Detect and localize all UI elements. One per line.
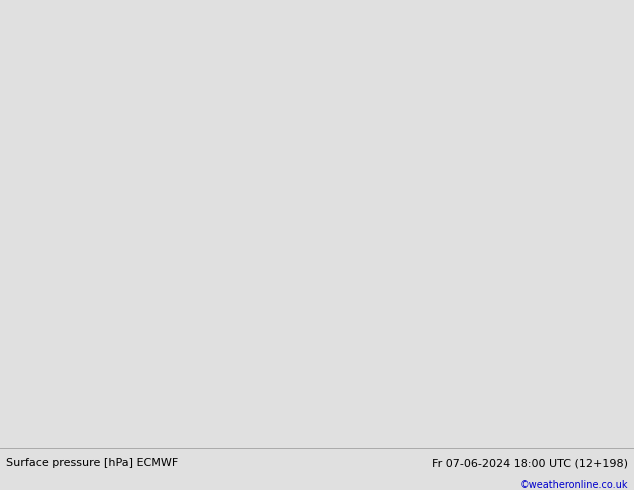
Text: ©weatheronline.co.uk: ©weatheronline.co.uk bbox=[519, 480, 628, 490]
Text: Fr 07-06-2024 18:00 UTC (12+198): Fr 07-06-2024 18:00 UTC (12+198) bbox=[432, 458, 628, 468]
Text: Surface pressure [hPa] ECMWF: Surface pressure [hPa] ECMWF bbox=[6, 458, 179, 468]
